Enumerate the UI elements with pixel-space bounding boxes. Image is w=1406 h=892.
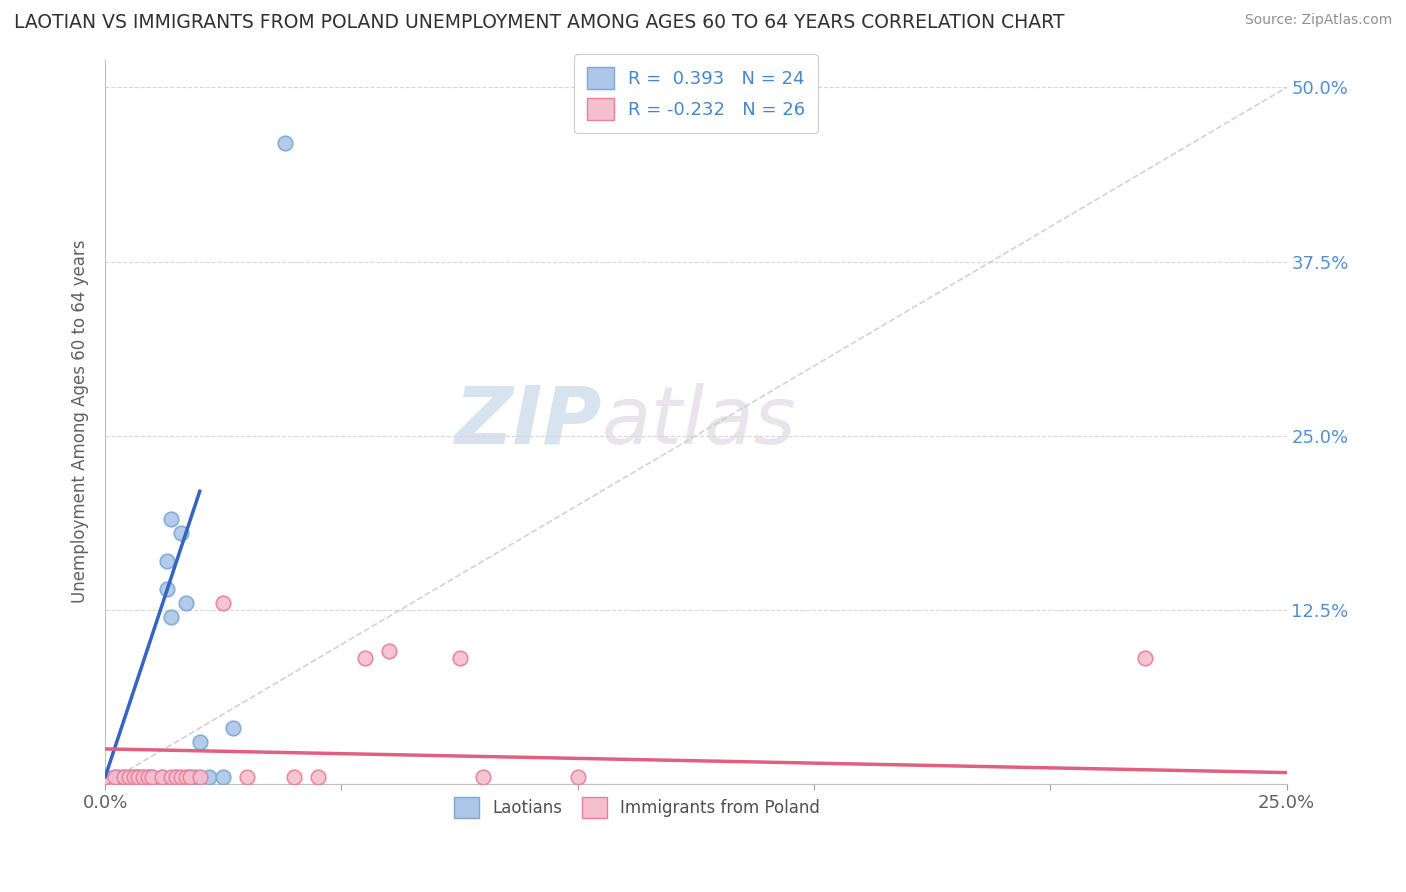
Point — [141, 770, 163, 784]
Point — [136, 770, 159, 784]
Legend: Laotians, Immigrants from Poland: Laotians, Immigrants from Poland — [446, 789, 828, 826]
Point — [160, 770, 183, 784]
Point — [274, 136, 297, 150]
Point — [122, 770, 145, 784]
Point — [104, 770, 127, 784]
Point — [108, 770, 131, 784]
Point — [188, 770, 211, 784]
Point — [236, 770, 259, 784]
Point — [222, 721, 245, 735]
Point — [174, 596, 197, 610]
Point — [156, 582, 179, 596]
Point — [127, 770, 149, 784]
Point — [212, 770, 235, 784]
Point — [127, 770, 149, 784]
Text: LAOTIAN VS IMMIGRANTS FROM POLAND UNEMPLOYMENT AMONG AGES 60 TO 64 YEARS CORRELA: LAOTIAN VS IMMIGRANTS FROM POLAND UNEMPL… — [14, 13, 1064, 32]
Point — [150, 770, 173, 784]
Point — [174, 770, 197, 784]
Point — [354, 651, 377, 665]
Point — [212, 596, 235, 610]
Point — [184, 770, 207, 784]
Point — [170, 526, 193, 541]
Point — [567, 770, 589, 784]
Point — [104, 770, 127, 784]
Point — [283, 770, 305, 784]
Point — [160, 609, 183, 624]
Y-axis label: Unemployment Among Ages 60 to 64 years: Unemployment Among Ages 60 to 64 years — [72, 240, 89, 603]
Point — [179, 770, 201, 784]
Point — [94, 770, 117, 784]
Point — [165, 770, 187, 784]
Text: atlas: atlas — [602, 383, 796, 460]
Point — [132, 770, 155, 784]
Point — [179, 770, 201, 784]
Point — [198, 770, 221, 784]
Point — [160, 512, 183, 526]
Point — [1133, 651, 1156, 665]
Point — [170, 770, 193, 784]
Point — [150, 770, 173, 784]
Point — [377, 644, 399, 658]
Point — [156, 554, 179, 568]
Point — [132, 770, 155, 784]
Point — [94, 770, 117, 784]
Point — [307, 770, 329, 784]
Point — [188, 735, 211, 749]
Point — [122, 770, 145, 784]
Point — [112, 770, 135, 784]
Point — [136, 770, 159, 784]
Text: ZIP: ZIP — [454, 383, 602, 460]
Point — [472, 770, 495, 784]
Text: Source: ZipAtlas.com: Source: ZipAtlas.com — [1244, 13, 1392, 28]
Point — [118, 770, 141, 784]
Point — [112, 770, 135, 784]
Point — [165, 770, 187, 784]
Point — [449, 651, 471, 665]
Point — [118, 770, 141, 784]
Point — [141, 770, 163, 784]
